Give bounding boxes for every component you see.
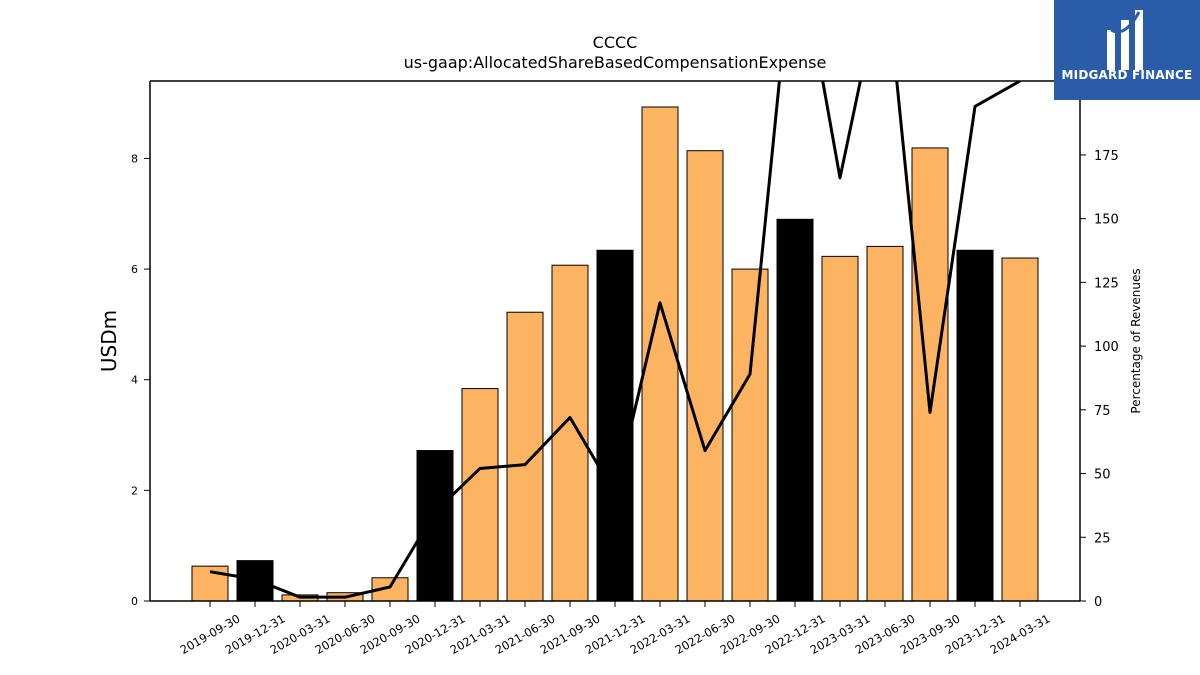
y-tick-label: 8 xyxy=(131,152,138,165)
y2-tick-label: 150 xyxy=(1094,213,1119,228)
bar-2024-03-31 xyxy=(1001,257,1039,602)
y2-tick-label: 75 xyxy=(1094,404,1111,419)
bar-2022-06-30 xyxy=(686,150,724,602)
logo-icon xyxy=(1107,10,1143,70)
bar-2023-06-30 xyxy=(866,245,904,602)
bar-2023-09-30 xyxy=(911,147,949,602)
bar-2021-12-31 xyxy=(596,249,634,602)
bar-2023-12-31 xyxy=(956,249,994,602)
bar-group xyxy=(191,106,1039,602)
y2-tick-label: 125 xyxy=(1094,276,1119,291)
line-group xyxy=(209,81,1021,599)
bar-2021-09-30 xyxy=(551,264,589,602)
bar-2021-06-30 xyxy=(506,311,544,602)
y2-axis-label: Percentage of Revenues xyxy=(1129,268,1143,413)
logo-text: MIDGARD FINANCE xyxy=(1061,68,1193,82)
bar-2022-12-31 xyxy=(776,218,814,602)
bar-2021-03-31 xyxy=(461,388,499,602)
y-axis-label: USDm xyxy=(97,310,121,372)
bar-2022-09-30 xyxy=(731,268,769,602)
y2-tick-label: 25 xyxy=(1094,531,1111,546)
y2-tick-label: 100 xyxy=(1094,340,1119,355)
percentage-line xyxy=(209,81,1021,599)
chart-title: CCCC xyxy=(593,33,638,52)
y2-tick-label: 50 xyxy=(1094,468,1111,483)
bar-2020-12-31 xyxy=(416,450,454,602)
axes-group: 0246802550751001251501752019-09-302019-1… xyxy=(131,80,1119,657)
y-tick-label: 6 xyxy=(131,263,138,276)
chart-subtitle: us-gaap:AllocatedShareBasedCompensationE… xyxy=(404,53,827,72)
bar-2019-09-30 xyxy=(191,565,229,602)
bar-2023-03-31 xyxy=(821,255,859,602)
y-tick-label: 4 xyxy=(131,374,138,387)
y-tick-label: 2 xyxy=(131,484,138,497)
y2-tick-label: 0 xyxy=(1094,595,1102,610)
y2-tick-label: 175 xyxy=(1094,149,1119,164)
company-logo: MIDGARD FINANCE xyxy=(1054,0,1200,100)
y-tick-label: 0 xyxy=(131,595,138,608)
